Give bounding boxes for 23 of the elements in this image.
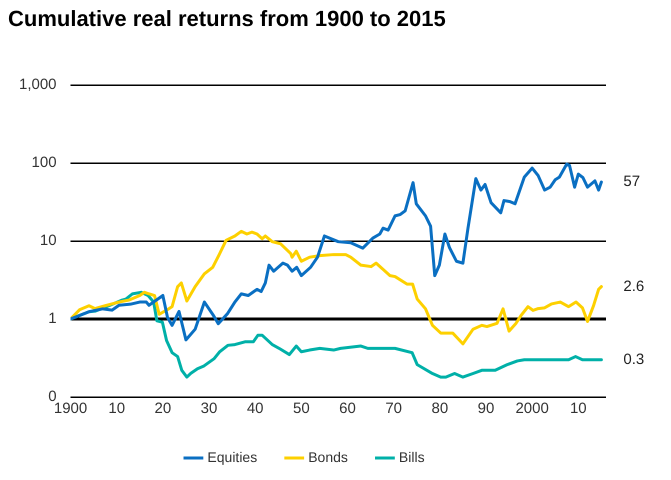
x-tick-label: 70 xyxy=(385,400,402,418)
data-label: 2.6 xyxy=(623,278,644,295)
y-tick-label: 1,000 xyxy=(18,76,57,94)
x-tick-label: 20 xyxy=(154,400,172,418)
legend-label: Bonds xyxy=(308,448,348,465)
legend-label: Bills xyxy=(398,448,425,465)
x-tick-label: 30 xyxy=(200,400,218,418)
x-tick-label: 2000 xyxy=(515,400,549,418)
data-label: 57 xyxy=(623,173,640,190)
y-tick-label: 10 xyxy=(40,232,57,250)
x-tick-label: 1900 xyxy=(54,400,88,418)
x-tick-label: 50 xyxy=(292,400,310,418)
y-tick-label: 1 xyxy=(48,310,57,328)
x-tick-label: 40 xyxy=(246,400,264,418)
x-tick-label: 60 xyxy=(339,400,356,418)
x-tick-label: 10 xyxy=(570,400,587,418)
data-label: 0.3 xyxy=(623,350,644,368)
x-tick-label: 80 xyxy=(431,400,448,418)
x-tick-label: 10 xyxy=(108,400,126,418)
chart-title: Cumulative real returns from 1900 to 2015 xyxy=(8,6,446,32)
legend-label: Equities xyxy=(207,448,258,465)
x-tick-label: 90 xyxy=(478,400,494,418)
y-tick-label: 100 xyxy=(32,154,57,172)
